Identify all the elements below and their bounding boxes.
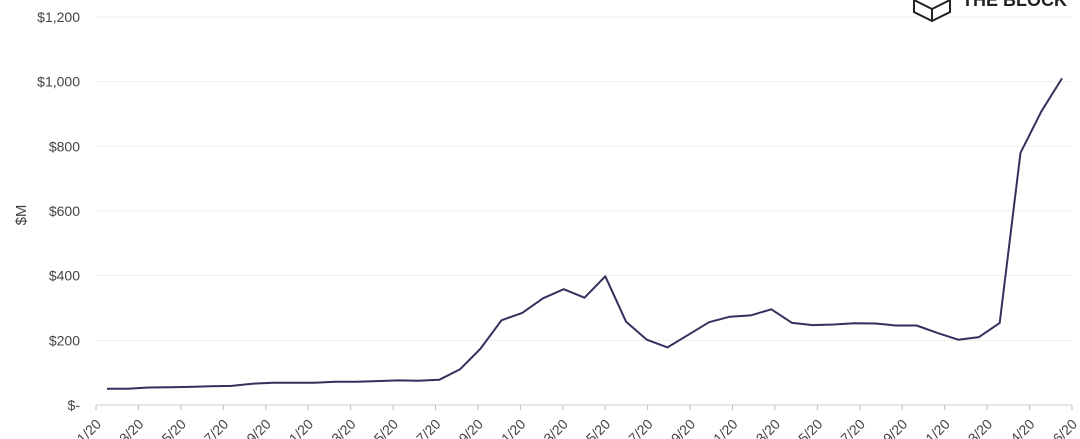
x-tick-label: 5/20 [371,416,402,439]
x-tick-label: 9/20 [880,416,911,439]
x-tick-label: 1/20 [74,416,105,439]
x-tick-label: 9/20 [243,416,274,439]
y-tick-label: $1,000 [37,74,80,90]
x-tick-label: 9/20 [455,416,486,439]
y-tick-label: $1,200 [37,9,80,25]
y-tick-label: $400 [49,268,80,284]
y-tick-label: $200 [49,332,80,348]
x-tick-label: 1/20 [286,416,317,439]
brand-name: THE BLOCK [962,0,1067,10]
x-tick-label: 7/20 [625,416,656,439]
x-tick-label: 3/20 [328,416,359,439]
y-axis-label: $M [13,205,30,226]
y-tick-label: $600 [49,203,80,219]
x-tick-label: 5/20 [795,416,826,439]
brand-logo: THE BLOCK [913,0,1067,23]
y-axis-ticks: $- $200 $400 $600 $800 $1,000 $1,200 [37,9,80,413]
x-tick-label: 3/20 [752,416,783,439]
series-line [107,77,1063,390]
cube-icon [913,0,951,23]
x-tick-label: 6/20 [1050,416,1080,439]
x-tick-label: 5/20 [583,416,614,439]
grid-lines [96,16,1072,341]
x-tick-label: 4/20 [1007,416,1038,439]
x-tick-label: 7/20 [201,416,232,439]
x-tick-label: 1/20 [710,416,741,439]
x-tick-label: 5/20 [158,416,189,439]
x-tick-label: 3/20 [965,416,996,439]
y-tick-label: $- [68,397,81,413]
x-tick-label: 9/20 [668,416,699,439]
series-group [107,77,1063,390]
x-tick-label: 1/20 [922,416,953,439]
x-tick-label: 1/20 [498,416,529,439]
y-tick-label: $800 [49,138,80,154]
x-tick-label: 7/20 [413,416,444,439]
x-tick-label: 3/20 [540,416,571,439]
x-tick-label: 7/20 [837,416,868,439]
x-tick-label: 3/20 [116,416,147,439]
x-axis-ticks: 1/20 3/20 5/20 7/20 9/20 1/20 3/20 5/20 7/20 9/20… [74,405,1080,439]
